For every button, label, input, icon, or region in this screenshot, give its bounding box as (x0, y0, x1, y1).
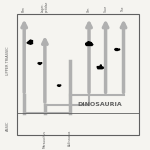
Polygon shape (41, 63, 42, 64)
Text: UPPER TRIASSIC: UPPER TRIASSIC (6, 46, 10, 75)
Polygon shape (38, 63, 41, 64)
Text: Saur: Saur (104, 6, 108, 12)
Polygon shape (28, 40, 33, 42)
Polygon shape (27, 41, 33, 44)
Polygon shape (86, 43, 93, 45)
Text: The: The (122, 7, 126, 12)
Text: Asilisaurus: Asilisaurus (68, 130, 72, 146)
Text: Orn: Orn (87, 7, 91, 12)
Polygon shape (100, 65, 101, 66)
Polygon shape (88, 42, 89, 43)
Text: Ptm: Ptm (22, 7, 26, 12)
Polygon shape (87, 42, 88, 43)
Text: Lager-
petidae: Lager- petidae (41, 1, 49, 12)
Polygon shape (115, 49, 119, 50)
Polygon shape (57, 85, 60, 86)
Bar (17, 14, 139, 135)
Text: ASSIC: ASSIC (6, 120, 10, 131)
Polygon shape (60, 85, 61, 86)
Polygon shape (97, 66, 104, 69)
Text: Marasuchus: Marasuchus (43, 130, 47, 148)
Polygon shape (118, 49, 120, 50)
Text: DINOSAURIA: DINOSAURIA (78, 102, 122, 107)
